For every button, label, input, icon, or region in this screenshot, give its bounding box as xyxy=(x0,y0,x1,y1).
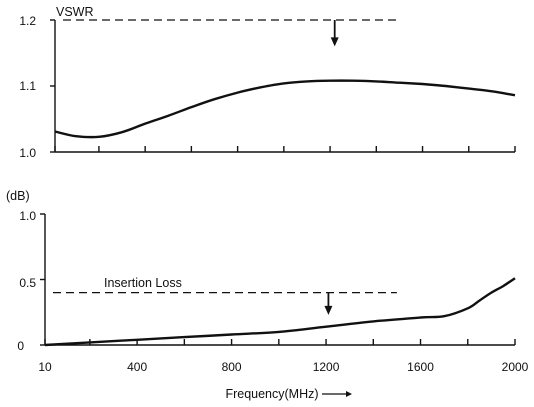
insertion-loss-panel: (dB) 1.0 0.5 0 Insertion Loss 10 400 800 12… xyxy=(6,189,529,401)
xtick-label-800: 800 xyxy=(222,360,242,374)
il-down-arrow-icon xyxy=(324,306,332,315)
xtick-label-1200: 1200 xyxy=(313,360,340,374)
insertion-loss-unit-label: (dB) xyxy=(6,189,30,203)
il-ytick-label-0-5: 0.5 xyxy=(19,276,36,290)
x-axis-title: Frequency(MHz) xyxy=(225,387,318,401)
vswr-ytick-label-1-2: 1.2 xyxy=(19,14,36,28)
vswr-down-arrow-icon xyxy=(331,37,339,46)
xtick-label-2000: 2000 xyxy=(502,360,529,374)
vswr-series-line xyxy=(55,81,515,138)
vswr-ytick-label-1-1: 1.1 xyxy=(19,79,36,93)
right-arrow-icon xyxy=(346,391,352,397)
insertion-loss-limit-label: Insertion Loss xyxy=(104,276,182,290)
vswr-ytick-label-1-0: 1.0 xyxy=(19,146,36,160)
xtick-label-10: 10 xyxy=(38,360,52,374)
xtick-label-1600: 1600 xyxy=(407,360,434,374)
xtick-label-400: 400 xyxy=(127,360,147,374)
vswr-panel: VSWR 1.2 1.1 1.0 xyxy=(19,5,515,160)
il-ytick-label-1-0: 1.0 xyxy=(19,209,36,223)
il-ytick-label-0: 0 xyxy=(17,339,24,353)
vswr-panel-label: VSWR xyxy=(56,5,94,19)
